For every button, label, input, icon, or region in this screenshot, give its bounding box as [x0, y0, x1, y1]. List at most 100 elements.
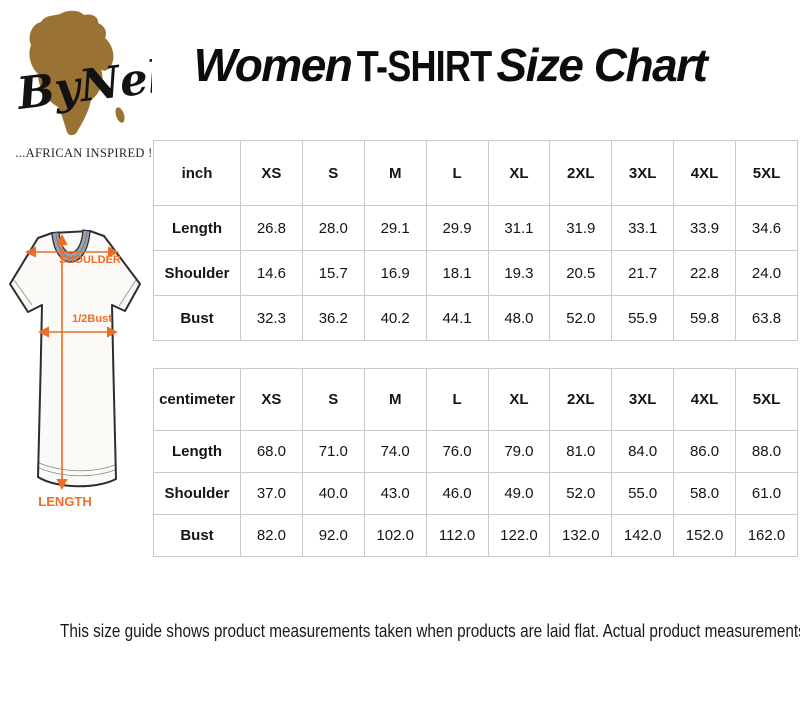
sleeve-seams: [13, 279, 137, 307]
africa-silhouette: [29, 10, 114, 136]
measurement-row-shoulder: Shoulder 14.6 15.7 16.9 18.1 19.3 20.5 21.7 22.8…: [153, 250, 798, 296]
measurement-value: 24.0: [735, 250, 798, 296]
measurement-value: 36.2: [301, 295, 365, 341]
measurement-value: 18.1: [425, 250, 489, 296]
hem-stitching: [38, 462, 116, 477]
measurement-value: 19.3: [487, 250, 551, 296]
measurement-value: 68.0: [240, 430, 303, 473]
measurement-value: 76.0: [425, 430, 489, 473]
tshirt-measurement-diagram: SHOULDER 1/2Bust LENGTH: [2, 222, 148, 514]
size-header-2xl: 2XL: [549, 368, 613, 431]
measurement-value: 52.0: [549, 295, 613, 341]
size-header-xl: XL: [487, 140, 551, 206]
measurement-value: 48.0: [487, 295, 551, 341]
length-arrow-label: LENGTH: [38, 494, 91, 509]
measurement-value: 14.6: [240, 250, 303, 296]
measurement-value: 31.1: [487, 205, 551, 251]
unit-label: centimeter: [153, 368, 241, 431]
shoulder-arrow-label: SHOULDER: [59, 254, 121, 266]
measurement-value: 82.0: [240, 514, 303, 557]
table-header-row: centimeter XS S M L XL 2XL 3XL 4XL 5XL: [153, 368, 798, 431]
measurement-label: Shoulder: [153, 472, 241, 515]
measurement-value: 49.0: [487, 472, 551, 515]
measurement-value: 20.5: [549, 250, 613, 296]
measurement-value: 21.7: [611, 250, 675, 296]
measurement-row-bust: Bust 82.0 92.0 102.0 112.0 122.0 132.0 142.0 152…: [153, 514, 798, 557]
measurement-value: 55.9: [611, 295, 675, 341]
unit-label: inch: [153, 140, 241, 206]
measurement-value: 79.0: [487, 430, 551, 473]
measurement-value: 28.0: [301, 205, 365, 251]
measurement-value: 84.0: [611, 430, 675, 473]
measurement-value: 112.0: [425, 514, 489, 557]
measurement-value: 15.7: [301, 250, 365, 296]
measurement-label: Bust: [153, 295, 241, 341]
measurement-value: 152.0: [673, 514, 736, 557]
measurement-value: 63.8: [735, 295, 798, 341]
tshirt-diagram-icon: SHOULDER 1/2Bust LENGTH: [9, 229, 141, 509]
title-size-chart: Size Chart: [496, 39, 707, 91]
measurement-value: 26.8: [240, 205, 303, 251]
measurement-value: 58.0: [673, 472, 736, 515]
size-header-s: S: [301, 368, 365, 431]
size-header-4xl: 4XL: [673, 140, 736, 206]
measurement-row-length: Length 26.8 28.0 29.1 29.9 31.1 31.9 33.1 33.9 34…: [153, 205, 798, 251]
measurement-value: 55.0: [611, 472, 675, 515]
tshirt-body: [9, 230, 141, 488]
centimeter-table: centimeter XS S M L XL 2XL 3XL 4XL 5XL Length 68.0 7…: [153, 368, 798, 557]
measurement-label: Length: [153, 205, 241, 251]
africa-logo-icon: ByNeb: [16, 10, 152, 136]
measurement-value: 122.0: [487, 514, 551, 557]
measurement-value: 92.0: [301, 514, 365, 557]
title-women: Women: [193, 39, 353, 91]
size-header-xl: XL: [487, 368, 551, 431]
measurement-value: 40.0: [301, 472, 365, 515]
size-header-5xl: 5XL: [735, 140, 798, 206]
size-header-s: S: [301, 140, 365, 206]
measurement-value: 37.0: [240, 472, 303, 515]
measurement-value: 71.0: [301, 430, 365, 473]
measurement-value: 132.0: [549, 514, 613, 557]
measurement-value: 22.8: [673, 250, 736, 296]
inch-table: inch XS S M L XL 2XL 3XL 4XL 5XL Length 26.8 28.0 29.…: [153, 140, 798, 341]
measurement-label: Length: [153, 430, 241, 473]
footer-note: This size guide shows product measuremen…: [60, 621, 800, 641]
size-table-inch: inch XS S M L XL 2XL 3XL 4XL 5XL Length 26.8 28.0 29.…: [153, 140, 798, 341]
size-header-2xl: 2XL: [549, 140, 613, 206]
size-header-4xl: 4XL: [673, 368, 736, 431]
page-title: Women T-SHIRT Size Chart: [150, 38, 750, 92]
measurement-value: 46.0: [425, 472, 489, 515]
measurement-value: 40.2: [363, 295, 427, 341]
measurement-value: 29.1: [363, 205, 427, 251]
size-header-l: L: [425, 368, 489, 431]
measurement-value: 44.1: [425, 295, 489, 341]
measurement-value: 52.0: [549, 472, 613, 515]
measurement-row-length: Length 68.0 71.0 74.0 76.0 79.0 81.0 84.0 86.0 88…: [153, 430, 798, 473]
bust-arrow-label: 1/2Bust: [72, 313, 112, 325]
measurement-value: 31.9: [549, 205, 613, 251]
size-header-xs: XS: [240, 140, 303, 206]
measurement-value: 29.9: [425, 205, 489, 251]
measurement-row-bust: Bust 32.3 36.2 40.2 44.1 48.0 52.0 55.9 59.8 63.8: [153, 295, 798, 341]
measurement-value: 33.1: [611, 205, 675, 251]
measurement-value: 61.0: [735, 472, 798, 515]
measurement-value: 102.0: [363, 514, 427, 557]
measurement-value: 162.0: [735, 514, 798, 557]
measurement-value: 86.0: [673, 430, 736, 473]
brand-logo: ByNeb: [16, 8, 152, 168]
size-header-m: M: [363, 368, 427, 431]
size-header-5xl: 5XL: [735, 368, 798, 431]
measurement-value: 88.0: [735, 430, 798, 473]
measurement-value: 142.0: [611, 514, 675, 557]
measurement-value: 34.6: [735, 205, 798, 251]
size-header-3xl: 3XL: [611, 140, 675, 206]
title-tshirt: T-SHIRT: [356, 42, 492, 91]
size-header-m: M: [363, 140, 427, 206]
madagascar-shape: [115, 107, 125, 123]
measurement-value: 74.0: [363, 430, 427, 473]
measurement-row-shoulder: Shoulder 37.0 40.0 43.0 46.0 49.0 52.0 55.0 58.0…: [153, 472, 798, 515]
measurement-value: 32.3: [240, 295, 303, 341]
brand-tagline: ...AFRICAN INSPIRED !: [15, 146, 153, 160]
measurement-value: 16.9: [363, 250, 427, 296]
